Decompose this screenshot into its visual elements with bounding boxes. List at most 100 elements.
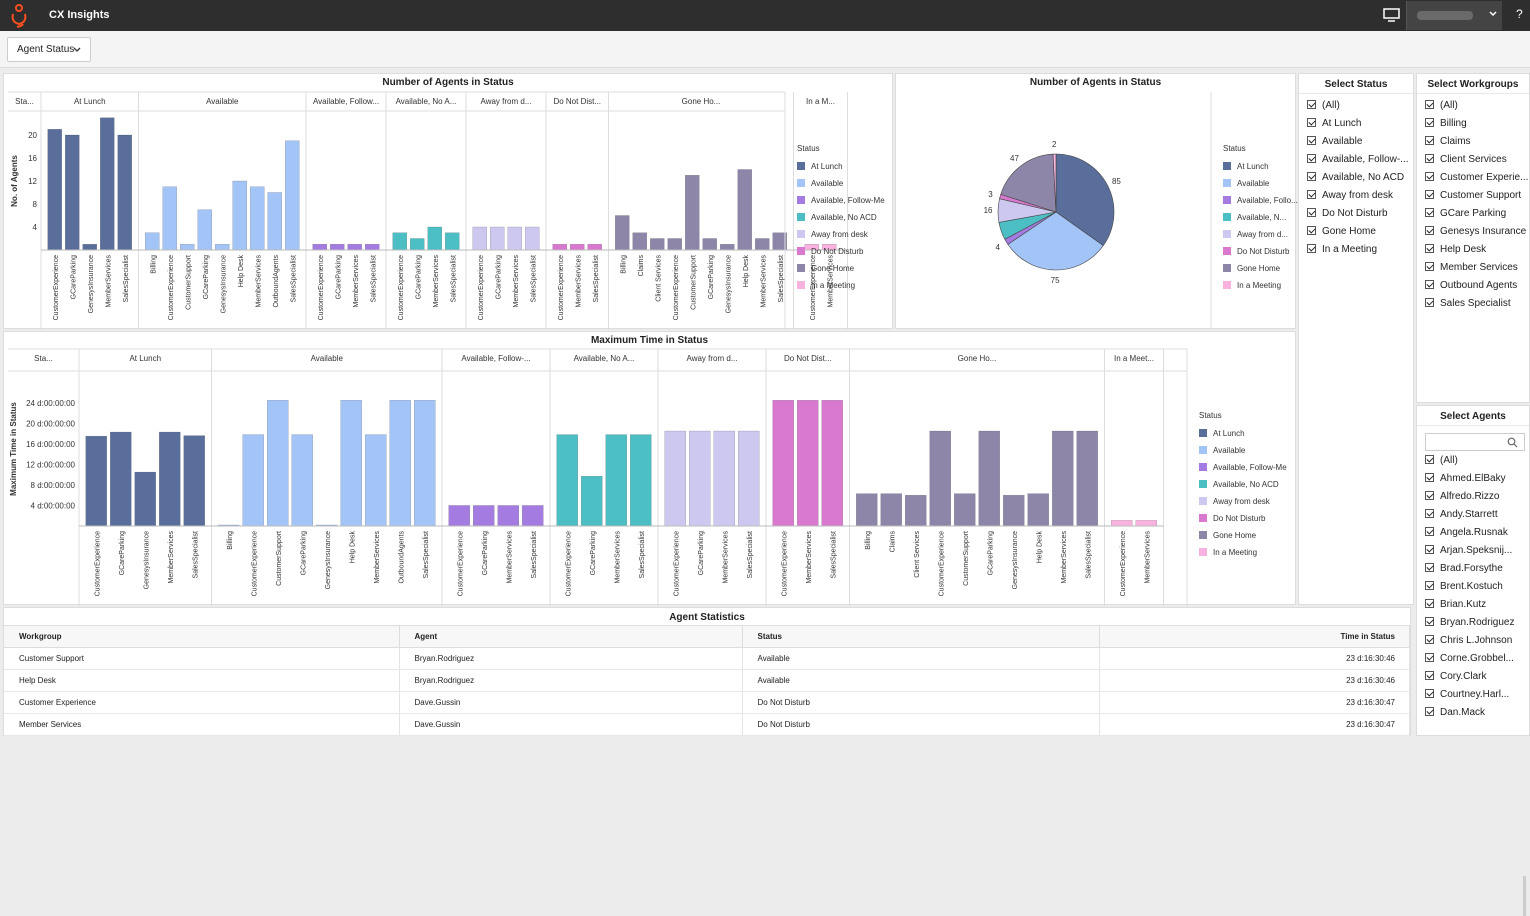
checkbox-checked-icon[interactable] <box>1425 190 1434 199</box>
filter-option[interactable]: Customer Support <box>1425 190 1529 208</box>
filter-option[interactable]: Available, No ACD <box>1307 172 1413 190</box>
checkbox-checked-icon[interactable] <box>1425 545 1434 554</box>
filter-option[interactable]: Available, Follow-... <box>1307 154 1413 172</box>
filter-option[interactable]: Billing <box>1425 118 1529 136</box>
filter-option[interactable]: (All) <box>1425 100 1529 118</box>
column-header[interactable]: Agent <box>399 625 743 648</box>
filter-option-label: Available <box>1322 136 1363 147</box>
view-selector-dropdown[interactable]: Agent Status <box>7 37 91 62</box>
checkbox-checked-icon[interactable] <box>1425 599 1434 608</box>
checkbox-checked-icon[interactable] <box>1425 563 1434 572</box>
filter-option[interactable]: Andy.Starrett <box>1425 509 1529 527</box>
filter-option[interactable]: Brad.Forsythe <box>1425 563 1529 581</box>
genesys-logo-icon[interactable] <box>10 4 30 28</box>
checkbox-checked-icon[interactable] <box>1425 100 1434 109</box>
table-row[interactable]: Help Desk Bryan.Rodriguez Available 23 d:16… <box>4 669 1410 692</box>
filter-option[interactable]: GCare Parking <box>1425 208 1529 226</box>
filter-option[interactable]: Claims <box>1425 136 1529 154</box>
checkbox-checked-icon[interactable] <box>1307 136 1316 145</box>
checkbox-checked-icon[interactable] <box>1307 208 1316 217</box>
checkbox-checked-icon[interactable] <box>1425 635 1434 644</box>
checkbox-checked-icon[interactable] <box>1425 226 1434 235</box>
checkbox-checked-icon[interactable] <box>1307 100 1316 109</box>
checkbox-checked-icon[interactable] <box>1425 172 1434 181</box>
checkbox-checked-icon[interactable] <box>1425 262 1434 271</box>
filter-option[interactable]: Cory.Clark <box>1425 671 1529 689</box>
category-label: SalesSpecialist <box>830 531 837 579</box>
filter-option[interactable]: Away from desk <box>1307 190 1413 208</box>
category-label: GenesysInsurance <box>220 255 227 313</box>
agent-search-input[interactable] <box>1425 433 1525 451</box>
group-header-4: Available, No A... <box>574 354 635 363</box>
checkbox-checked-icon[interactable] <box>1307 172 1316 181</box>
chart-title: Number of Agents in Status <box>1029 77 1162 88</box>
checkbox-checked-icon[interactable] <box>1425 491 1434 500</box>
checkbox-checked-icon[interactable] <box>1425 581 1434 590</box>
filter-option[interactable]: Chris L.Johnson <box>1425 635 1529 653</box>
filter-option[interactable]: Brent.Kostuch <box>1425 581 1529 599</box>
checkbox-checked-icon[interactable] <box>1307 244 1316 253</box>
checkbox-checked-icon[interactable] <box>1307 190 1316 199</box>
legend-item-label: At Lunch <box>1213 429 1245 438</box>
table-row[interactable]: Customer Experience Dave.Gussin Do Not Dis… <box>4 691 1410 714</box>
filter-option[interactable]: Customer Experie... <box>1425 172 1529 190</box>
checkbox-checked-icon[interactable] <box>1307 154 1316 163</box>
filter-option-label: Andy.Starrett <box>1440 509 1498 520</box>
filter-option[interactable]: (All) <box>1425 455 1529 473</box>
checkbox-checked-icon[interactable] <box>1425 707 1434 716</box>
column-header[interactable]: Workgroup <box>4 625 400 648</box>
filter-option[interactable]: Angela.Rusnak <box>1425 527 1529 545</box>
checkbox-checked-icon[interactable] <box>1425 689 1434 698</box>
checkbox-checked-icon[interactable] <box>1307 118 1316 127</box>
checkbox-checked-icon[interactable] <box>1425 280 1434 289</box>
checkbox-checked-icon[interactable] <box>1425 617 1434 626</box>
filter-option[interactable]: (All) <box>1307 100 1413 118</box>
filter-option[interactable]: Ahmed.ElBaky <box>1425 473 1529 491</box>
table-cell: Available <box>742 669 1100 692</box>
filter-option[interactable]: Available <box>1307 136 1413 154</box>
filter-option[interactable]: Alfredo.Rizzo <box>1425 491 1529 509</box>
checkbox-checked-icon[interactable] <box>1425 244 1434 253</box>
user-menu[interactable] <box>1406 1 1502 30</box>
monitor-icon[interactable] <box>1383 8 1400 22</box>
checkbox-checked-icon[interactable] <box>1425 473 1434 482</box>
table-row[interactable]: Member Services Dave.Gussin Do Not Disturb… <box>4 713 1410 736</box>
checkbox-checked-icon[interactable] <box>1425 653 1434 662</box>
column-header[interactable]: Status <box>742 625 1100 648</box>
agent-list-scrollbar[interactable] <box>1523 876 1526 916</box>
filter-option[interactable]: Gone Home <box>1307 226 1413 244</box>
checkbox-checked-icon[interactable] <box>1425 671 1434 680</box>
help-icon[interactable]: ? <box>1516 7 1523 21</box>
checkbox-checked-icon[interactable] <box>1425 154 1434 163</box>
filter-option[interactable]: Outbound Agents <box>1425 280 1529 298</box>
filter-option[interactable]: Arjan.Speksnij... <box>1425 545 1529 563</box>
y-tick-label: 12 <box>28 177 37 186</box>
checkbox-checked-icon[interactable] <box>1425 208 1434 217</box>
filter-option[interactable]: Courtney.Harl... <box>1425 689 1529 707</box>
filter-option[interactable]: Do Not Disturb <box>1307 208 1413 226</box>
checkbox-checked-icon[interactable] <box>1425 118 1434 127</box>
checkbox-checked-icon[interactable] <box>1425 298 1434 307</box>
checkbox-checked-icon[interactable] <box>1425 527 1434 536</box>
filter-option[interactable]: Brian.Kutz <box>1425 599 1529 617</box>
checkbox-checked-icon[interactable] <box>1307 226 1316 235</box>
filter-option-label: Claims <box>1440 136 1471 147</box>
table-row[interactable]: Customer Support Bryan.Rodriguez Available… <box>4 647 1410 670</box>
filter-option[interactable]: Genesys Insurance <box>1425 226 1529 244</box>
filter-option[interactable]: Help Desk <box>1425 244 1529 262</box>
filter-option[interactable]: In a Meeting <box>1307 244 1413 262</box>
filter-option[interactable]: Dan.Mack <box>1425 707 1529 725</box>
checkbox-checked-icon[interactable] <box>1425 509 1434 518</box>
bar-follow_me <box>365 244 380 251</box>
filter-option[interactable]: Sales Specialist <box>1425 298 1529 316</box>
filter-option[interactable]: Corne.Grobbel... <box>1425 653 1529 671</box>
legend-swatch-follow_me <box>1223 196 1231 204</box>
column-header[interactable]: Time in Status <box>1099 625 1410 648</box>
bar-gone_home <box>720 244 735 251</box>
checkbox-checked-icon[interactable] <box>1425 455 1434 464</box>
checkbox-checked-icon[interactable] <box>1425 136 1434 145</box>
filter-option[interactable]: At Lunch <box>1307 118 1413 136</box>
filter-option[interactable]: Bryan.Rodriguez <box>1425 617 1529 635</box>
filter-option[interactable]: Client Services <box>1425 154 1529 172</box>
filter-option[interactable]: Member Services <box>1425 262 1529 280</box>
